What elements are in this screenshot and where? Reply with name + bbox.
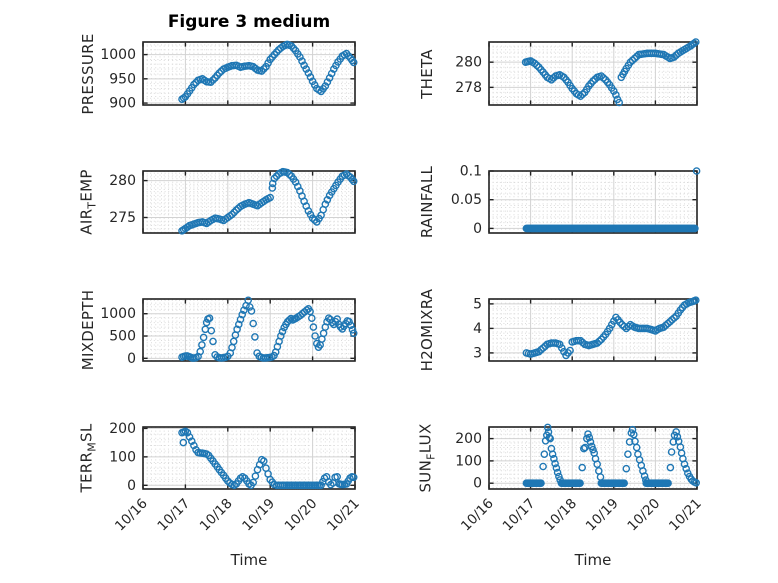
subplot-air-temp: 275 280 — [109, 167, 358, 235]
y-tick-labels: 900 950 1000 — [100, 47, 136, 111]
subplot-theta: 278 280 — [455, 38, 700, 107]
y-tick-label: 3 — [473, 345, 482, 361]
y-tick-label: 280 — [455, 55, 482, 71]
x-tick-labels: 10/16 10/17 10/18 10/19 10/20 10/21 — [112, 496, 363, 535]
x-tick-label: 10/19 — [583, 496, 622, 535]
y-tick-labels: 0 100 200 — [455, 431, 482, 492]
y-tick-label: 0.05 — [451, 192, 482, 208]
y-tick-label: 0.1 — [460, 164, 482, 180]
y-tick-label: 900 — [109, 96, 136, 112]
y-tick-label: 100 — [109, 449, 136, 465]
major-grid — [143, 42, 355, 105]
x-tick-label: 10/18 — [197, 496, 236, 535]
y-tick-label: 0 — [127, 351, 136, 367]
x-tick-label: 10/21 — [666, 496, 705, 535]
minor-grid — [489, 171, 697, 233]
x-tick-label: 10/17 — [500, 496, 539, 535]
minor-grid — [489, 427, 697, 489]
x-tick-label: 10/17 — [154, 496, 193, 535]
x-tick-labels: 10/16 10/17 10/18 10/19 10/20 10/21 — [458, 496, 705, 535]
subplot-terr-msl: 0 100 200 10/16 10/17 10/18 10/19 10/20 10/21 — [109, 421, 363, 534]
subplot-h2omixra: 3 4 5 — [473, 296, 700, 362]
y-axis-label-rainfall: RAINFALL — [418, 165, 436, 239]
data-markers — [178, 427, 358, 490]
x-tick-label: 10/19 — [239, 496, 278, 535]
y-tick-label: 200 — [455, 431, 482, 447]
x-tick-label: 10/20 — [624, 496, 663, 535]
y-tick-label: 4 — [473, 321, 482, 337]
y-tick-labels: 0 100 200 — [109, 421, 136, 494]
x-tick-label: 10/16 — [112, 496, 151, 535]
y-axis-label-theta: THETA — [418, 48, 436, 99]
y-axis-label-pressure: PRESSURE — [79, 32, 97, 115]
data-markers — [522, 167, 701, 233]
x-tick-label: 10/18 — [541, 496, 580, 535]
y-axis-label-terr-msl: TERRMSL — [77, 423, 99, 493]
data-markers — [521, 38, 700, 107]
y-tick-label: 275 — [109, 210, 136, 226]
figure-title: Figure 3 medium — [167, 12, 331, 32]
y-tick-label: 950 — [109, 71, 136, 87]
y-tick-label: 0 — [473, 221, 482, 237]
subplot-sun-flux: 0 100 200 10/16 10/17 10/18 10/19 10/20 10/21 — [455, 423, 705, 535]
axes-frame — [488, 298, 698, 362]
x-tick-label: 10/21 — [324, 496, 363, 535]
data-markers — [522, 296, 700, 360]
x-axis-label-left: Time — [230, 551, 268, 569]
y-tick-label: 0 — [473, 476, 482, 492]
y-tick-label: 100 — [455, 453, 482, 469]
y-axis-label-sun-flux: SUNFLUX — [416, 423, 438, 493]
subplot-mixdepth: 0 500 1000 — [100, 296, 358, 367]
y-axis-label-h2omixra: H2OMIXRA — [418, 288, 436, 372]
y-axis-label-air-temp: AIRTEMP — [77, 169, 99, 235]
y-tick-label: 200 — [109, 421, 136, 437]
y-tick-label: 280 — [109, 173, 136, 189]
data-markers — [178, 296, 358, 362]
axes-frame — [142, 41, 356, 106]
y-tick-labels: 0 0.05 0.1 — [451, 164, 482, 237]
y-tick-label: 0 — [127, 478, 136, 494]
y-tick-label: 5 — [473, 296, 482, 312]
x-tick-label: 10/20 — [282, 496, 321, 535]
plot-area — [489, 171, 697, 233]
y-tick-labels: 0 500 1000 — [100, 306, 136, 367]
tick-marks — [142, 42, 356, 105]
axes-frame — [488, 170, 698, 234]
major-grid — [143, 427, 355, 489]
x-tick-label: 10/16 — [458, 496, 497, 535]
y-tick-labels: 275 280 — [109, 173, 136, 226]
y-tick-labels: 278 280 — [455, 55, 482, 96]
subplot-pressure: 900 950 1000 — [100, 40, 358, 112]
x-axis-label-right: Time — [574, 551, 612, 569]
y-tick-label: 1000 — [100, 306, 136, 322]
data-markers — [522, 423, 701, 488]
tick-marks — [488, 42, 698, 105]
data-markers — [178, 167, 358, 235]
data-markers — [178, 40, 358, 103]
axes-frame — [488, 426, 698, 490]
axes-frame — [142, 426, 356, 490]
subplot-rainfall: 0 0.05 0.1 — [451, 164, 701, 237]
y-tick-label: 278 — [455, 80, 482, 96]
y-tick-label: 500 — [109, 329, 136, 345]
axes-frame — [142, 170, 356, 234]
y-axis-label-mixdepth: MIXDEPTH — [79, 289, 97, 371]
y-tick-label: 1000 — [100, 47, 136, 63]
axes-frame — [488, 41, 698, 106]
y-tick-labels: 3 4 5 — [473, 296, 482, 361]
